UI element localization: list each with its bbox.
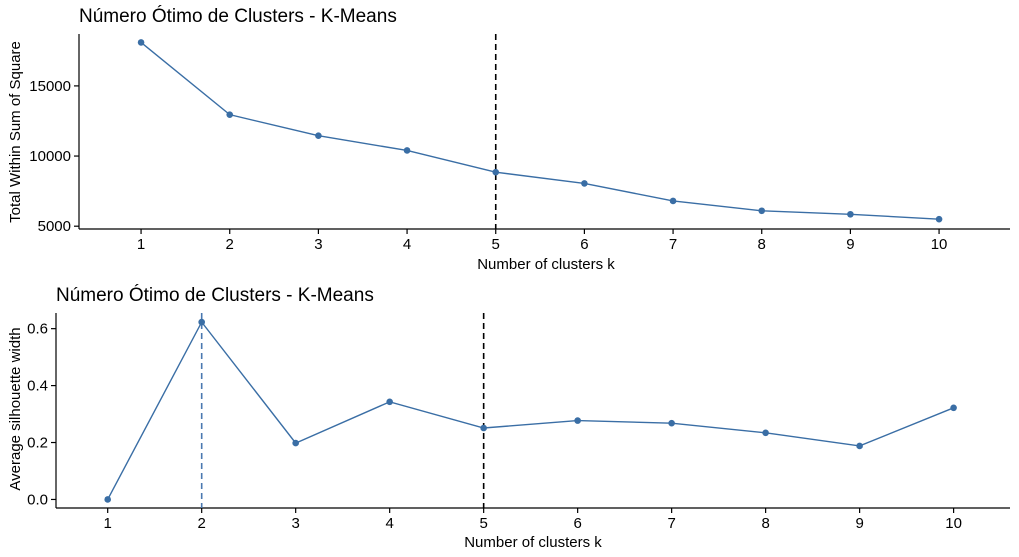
chart-title: Número Ótimo de Clusters - K-Means [79,5,397,27]
data-point [292,439,299,447]
x-tick-label: 3 [314,236,322,253]
data-point [581,180,588,187]
data-point [574,417,581,424]
data-point [403,147,411,154]
plot-area: 5000 10000 15000 1 2 3 4 5 6 7 8 9 10 [29,34,1010,253]
x-tick-label: 5 [479,515,487,532]
x-tick-label: 7 [669,236,677,253]
y-tick-label: 0.4 [27,378,48,395]
data-point [762,429,769,437]
x-tick-label: 2 [226,236,234,253]
chart-title: Número Ótimo de Clusters - K-Means [56,284,374,306]
series-line [140,41,940,220]
y-axis-label: Total Within Sum of Square [7,41,24,223]
data-point [847,210,854,218]
y-axis-label: Average silhouette width [7,327,24,490]
x-tick-label: 4 [385,515,393,532]
y-tick-label: 10000 [29,148,71,165]
y-tick-label: 0.2 [27,435,48,452]
x-tick-label: 8 [761,515,769,532]
x-tick-label: 5 [492,236,500,253]
data-point [935,215,943,223]
x-tick-label: 6 [573,515,581,532]
x-tick-label: 7 [667,515,675,532]
data-point [669,197,677,205]
y-tick-label: 0.0 [27,491,48,508]
wss-elbow-chart: Número Ótimo de Clusters - K-Means Total… [7,5,1010,273]
plot-area: 0.0 0.2 0.4 0.6 1 2 3 4 5 6 7 8 9 10 [27,313,1010,532]
x-tick-label: 10 [931,236,948,253]
x-tick-label: 2 [198,515,206,532]
x-tick-label: 10 [945,515,962,532]
x-tick-label: 1 [137,236,145,253]
data-point [480,424,487,432]
data-point [137,39,145,46]
silhouette-chart: Número Ótimo de Clusters - K-Means Avera… [7,284,1010,551]
series-line [107,320,954,500]
x-tick-label: 8 [758,236,766,253]
data-point [315,132,322,140]
data-point [492,168,500,176]
y-tick-label: 15000 [29,78,71,95]
data-point [104,496,111,503]
y-tick-label: 0.6 [27,321,48,338]
x-tick-label: 3 [292,515,300,532]
data-point [758,207,766,215]
x-tick-label: 4 [403,236,411,253]
data-point [950,404,957,412]
data-point [226,111,234,118]
x-tick-label: 1 [104,515,112,532]
data-point [856,442,863,450]
data-point [668,419,675,427]
x-axis-label: Number of clusters k [464,534,602,551]
x-tick-label: 9 [846,236,854,253]
data-point [386,398,393,406]
data-point [198,318,205,326]
x-axis-label: Number of clusters k [477,256,615,273]
x-tick-label: 6 [580,236,588,253]
y-tick-label: 5000 [38,218,71,235]
x-tick-label: 9 [855,515,863,532]
